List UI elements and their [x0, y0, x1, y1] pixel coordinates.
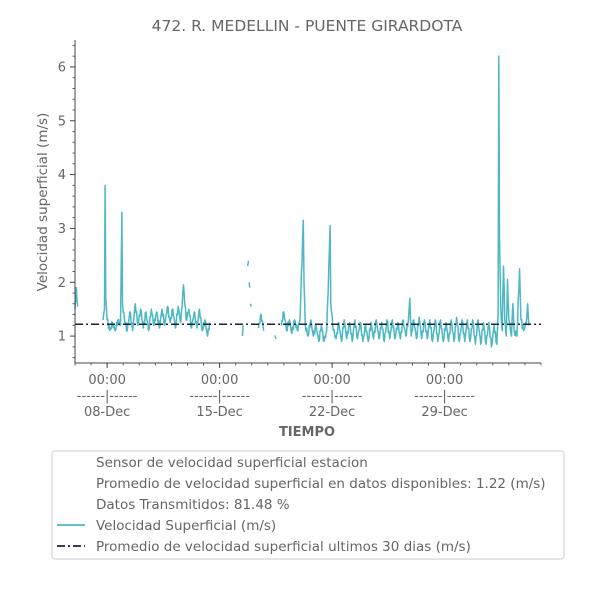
x-tick-date: 15-Dec [196, 405, 242, 420]
y-tick-label: 6 [58, 60, 66, 75]
series-velocity-line [257, 313, 265, 331]
series-velocity-line [274, 335, 277, 339]
x-tick-time: 00:00 [313, 373, 350, 388]
legend-label-velocity: Velocidad Superficial (m/s) [96, 518, 276, 534]
x-tick-time: 00:00 [88, 373, 125, 388]
legend-label-average: Promedio de velocidad superficial ultimo… [96, 539, 471, 555]
legend-info-average: Promedio de velocidad superficial en dat… [96, 476, 546, 492]
series-velocity-line [246, 260, 250, 267]
x-tick-separator: ------|------ [414, 389, 475, 404]
x-tick-time: 00:00 [426, 373, 463, 388]
legend-box [51, 450, 565, 560]
x-ticks: 00:00------|------08-Dec00:00------|----… [74, 363, 542, 420]
series-group [74, 55, 541, 348]
y-axis-label: Velocidad superficial (m/s) [35, 113, 51, 292]
x-tick-date: 08-Dec [84, 405, 130, 420]
x-tick-time: 00:00 [201, 373, 238, 388]
x-tick-date: 22-Dec [309, 405, 355, 420]
y-tick-label: 3 [58, 222, 66, 237]
y-tick-label: 2 [58, 276, 66, 291]
legend: Sensor de velocidad superficial estacion… [51, 450, 565, 560]
y-tick-label: 1 [58, 330, 66, 345]
x-tick-separator: ------|------ [302, 389, 363, 404]
series-velocity-line [241, 325, 244, 337]
x-axis-label: TIEMPO [279, 425, 335, 440]
chart-title: 472. R. MEDELLIN - PUENTE GIRARDOTA [152, 17, 463, 35]
x-tick-separator: ------|------ [77, 389, 138, 404]
legend-info-sensor: Sensor de velocidad superficial estacion [96, 455, 368, 471]
legend-info-transmitted: Datos Transmitidos: 81.48 % [96, 497, 290, 513]
series-velocity-line [102, 184, 211, 337]
y-tick-label: 4 [58, 168, 66, 183]
y-tick-label: 5 [58, 114, 66, 129]
series-velocity-line [249, 303, 252, 307]
y-ticks: 1 2 3 4 5 6 [58, 44, 75, 359]
x-tick-separator: ------|------ [189, 389, 250, 404]
series-velocity-line [248, 282, 251, 288]
x-tick-date: 29-Dec [421, 405, 467, 420]
series-velocity-line [280, 55, 530, 348]
